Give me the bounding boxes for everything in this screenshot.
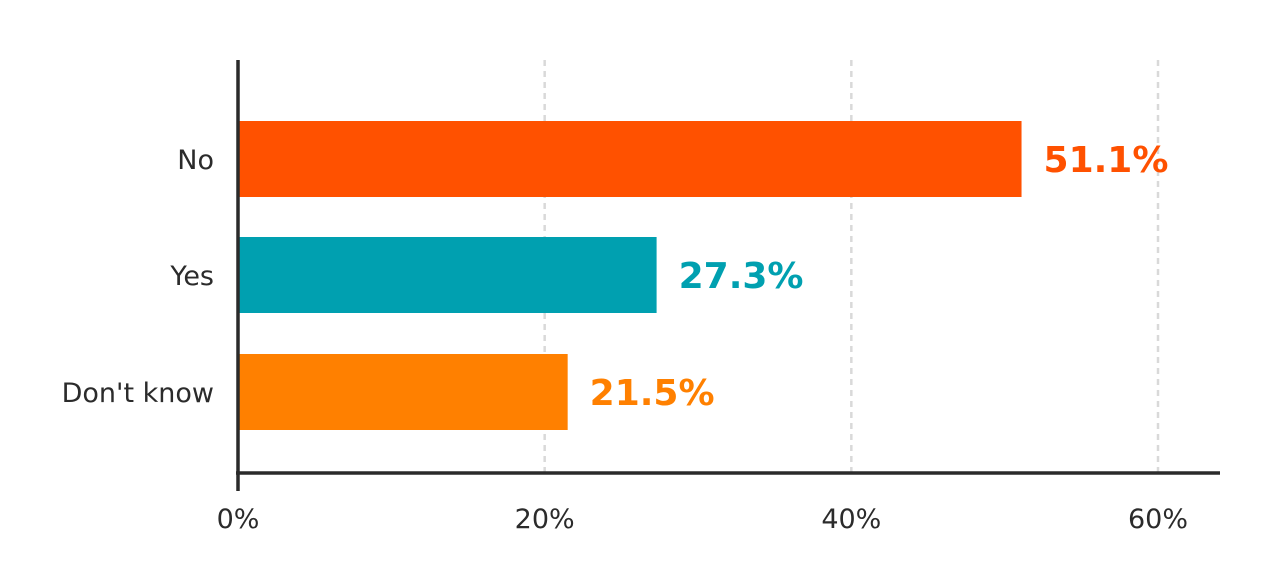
x-tick-label-3: 60% bbox=[1128, 504, 1188, 535]
bar-0 bbox=[238, 121, 1022, 197]
x-tick-label-0: 0% bbox=[217, 504, 260, 535]
category-label-0: No bbox=[177, 145, 214, 176]
x-tick-label-2: 40% bbox=[821, 504, 881, 535]
x-tick-label-1: 20% bbox=[515, 504, 575, 535]
bar-2 bbox=[238, 354, 568, 430]
bar-1 bbox=[238, 237, 657, 313]
value-label-2: 21.5% bbox=[590, 373, 715, 414]
category-label-2: Don't know bbox=[62, 378, 214, 409]
value-label-0: 51.1% bbox=[1044, 140, 1169, 181]
value-label-1: 27.3% bbox=[679, 256, 804, 297]
category-label-1: Yes bbox=[169, 261, 214, 292]
